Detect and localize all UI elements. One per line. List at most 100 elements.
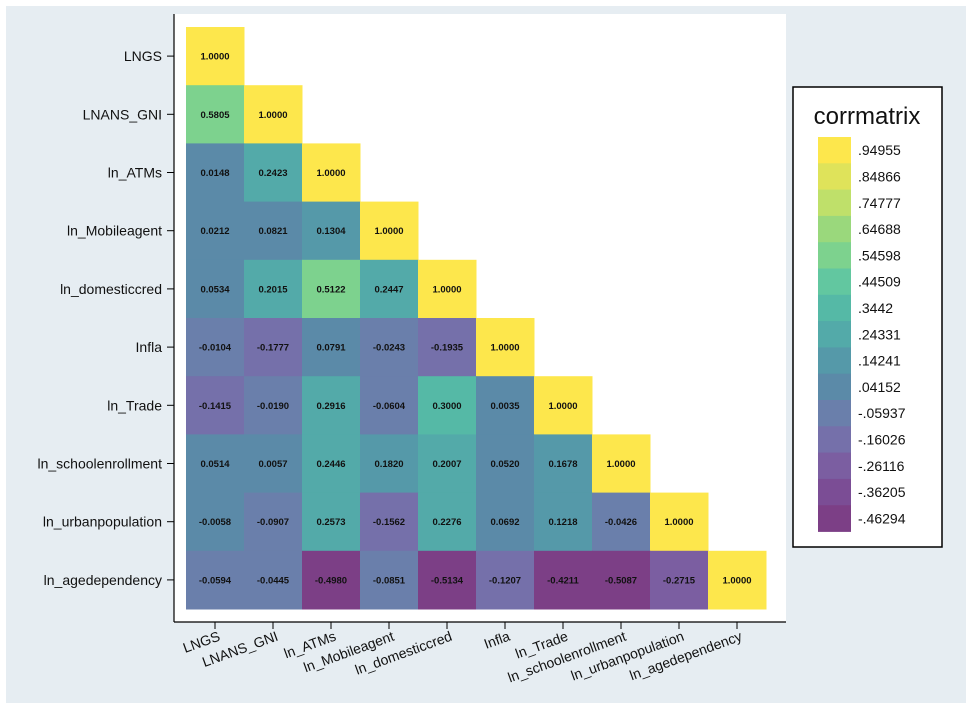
heatmap-cell-ln-domesticcred-ln-mobileagent <box>360 259 419 319</box>
heatmap-cell-ln-mobileagent-lngs <box>186 201 245 261</box>
cell-value-label: -0.0190 <box>257 401 289 412</box>
cell-value-label: -0.0851 <box>373 575 406 586</box>
cell-value-label: -0.5087 <box>605 575 637 586</box>
heatmap-cell-labels: 1.0000 0.5805 1.0000 0.0148 0.2423 1.0000 0.02… <box>199 52 752 587</box>
legend-swatch <box>818 373 851 401</box>
legend-swatch <box>818 505 851 532</box>
heatmap-cell-ln-domesticcred-lnans-gni <box>244 259 303 319</box>
cell-value-label: 0.0057 <box>258 459 287 470</box>
cell-value-label: 0.0520 <box>490 459 519 470</box>
heatmap-cell-ln-urbanpopulation-lnans-gni <box>244 492 303 552</box>
cell-value-label: -0.0058 <box>199 517 231 528</box>
cell-value-label: 0.3000 <box>432 401 461 412</box>
cell-value-label: 0.1304 <box>316 226 346 237</box>
y-tick-label-ln-atms: ln_ATMs <box>108 165 162 181</box>
cell-value-label: -0.0445 <box>257 575 290 586</box>
legend-label: .94955 <box>858 142 901 158</box>
heatmap-cell-ln-schoolenrollment-ln-domesticcred <box>418 434 477 494</box>
legend-label: -.05937 <box>858 405 906 421</box>
cell-value-label: 0.0148 <box>200 168 229 179</box>
cell-value-label: -0.0594 <box>199 575 232 586</box>
cell-value-label: -0.1562 <box>373 517 405 528</box>
cell-value-label: 1.0000 <box>548 401 577 412</box>
heatmap-cell-ln-trade-ln-atms <box>302 376 361 435</box>
heatmap-cell-ln-atms-lnans-gni <box>244 143 303 203</box>
cell-value-label: 1.0000 <box>606 459 635 470</box>
legend-swatch <box>818 268 851 296</box>
cell-value-label: 1.0000 <box>490 343 519 354</box>
heatmap-cell-ln-trade-ln-domesticcred <box>418 376 477 435</box>
cell-value-label: 0.2276 <box>432 517 461 528</box>
y-tick-label-lngs: LNGS <box>124 48 162 64</box>
heatmap-cell-ln-schoolenrollment-ln-schoolenrollment <box>592 434 651 494</box>
y-tick-label-ln-trade: ln_Trade <box>107 397 162 413</box>
cell-value-label: -0.0104 <box>199 343 232 354</box>
cell-value-label: 1.0000 <box>200 52 229 63</box>
legend-label: .54598 <box>858 247 901 263</box>
heatmap-cell-ln-agedependency-ln-agedependency <box>708 550 767 610</box>
heatmap-cell-ln-urbanpopulation-ln-mobileagent <box>360 492 419 552</box>
legend-label: -.16026 <box>858 431 906 447</box>
cell-value-label: 0.5122 <box>316 284 345 295</box>
heatmap-cell-ln-agedependency-ln-atms <box>302 550 361 610</box>
legend-label: .14241 <box>858 353 901 369</box>
y-tick-label-lnans-gni: LNANS_GNI <box>83 106 162 122</box>
legend-label: .44509 <box>858 274 901 290</box>
heatmap-cell-ln-trade-ln-trade <box>534 376 593 435</box>
heatmap-cell-ln-agedependency-ln-trade <box>534 550 593 610</box>
heatmap-cell-ln-urbanpopulation-ln-schoolenrollment <box>592 492 651 552</box>
cell-value-label: 0.2446 <box>316 459 345 470</box>
heatmap-cell-ln-schoolenrollment-ln-trade <box>534 434 593 494</box>
cell-value-label: 0.0514 <box>200 459 230 470</box>
cell-value-label: 1.0000 <box>722 575 751 586</box>
cell-value-label: 0.0821 <box>258 226 288 237</box>
legend: corrmatrix .94955 .84866 .74777 .64688 .5459… <box>792 86 943 548</box>
cell-value-label: 0.2916 <box>316 401 345 412</box>
heatmap-cell-ln-domesticcred-ln-domesticcred <box>418 259 477 319</box>
cell-value-label: -0.4211 <box>547 575 579 586</box>
cell-value-label: 0.2573 <box>316 517 345 528</box>
heatmap-cell-ln-atms-ln-atms <box>302 143 361 203</box>
heatmap-cell-ln-mobileagent-lnans-gni <box>244 201 303 261</box>
heatmap-cell-infla-ln-domesticcred <box>418 318 477 377</box>
legend-box <box>792 86 943 548</box>
heatmap-cell-ln-agedependency-ln-mobileagent <box>360 550 419 610</box>
y-tick-label-ln-agedependency: ln_agedependency <box>44 572 162 588</box>
heatmap-cell-ln-urbanpopulation-infla <box>476 492 535 552</box>
cell-value-label: 0.1820 <box>374 459 403 470</box>
heatmap-cell-ln-agedependency-lngs <box>186 550 245 610</box>
y-tick-label-infla: Infla <box>136 339 163 355</box>
cell-value-label: 1.0000 <box>664 517 693 528</box>
legend-swatch <box>818 242 851 269</box>
heatmap-cell-ln-trade-infla <box>476 376 535 435</box>
heatmap-cell-ln-urbanpopulation-ln-trade <box>534 492 593 552</box>
y-tick-label-ln-schoolenrollment: ln_schoolenrollment <box>37 456 162 472</box>
cell-value-label: -0.4980 <box>315 575 347 586</box>
cell-value-label: 1.0000 <box>258 110 287 121</box>
legend-label: .24331 <box>858 326 901 342</box>
x-tick-label-infla: Infla <box>482 628 513 652</box>
legend-label: .3442 <box>858 300 893 316</box>
heatmap-cell-ln-domesticcred-ln-atms <box>302 259 361 319</box>
heatmap-cell-ln-schoolenrollment-lngs <box>186 434 245 494</box>
heatmap-cell-ln-domesticcred-lngs <box>186 259 245 319</box>
legend-label: .04152 <box>858 379 901 395</box>
heatmap-cell-ln-schoolenrollment-lnans-gni <box>244 434 303 494</box>
legend-label: .64688 <box>858 221 901 237</box>
heatmap-cell-ln-agedependency-ln-domesticcred <box>418 550 477 610</box>
cell-value-label: 0.0534 <box>200 284 230 295</box>
y-tick-label-ln-urbanpopulation: ln_urbanpopulation <box>43 514 162 530</box>
heatmap-cell-ln-agedependency-infla <box>476 550 535 610</box>
legend-swatch <box>818 294 851 322</box>
cell-value-label: 0.0791 <box>316 343 346 354</box>
legend-swatch <box>818 321 851 348</box>
legend-swatch <box>818 189 851 217</box>
legend-swatch <box>818 452 851 480</box>
heatmap-cell-ln-agedependency-lnans-gni <box>244 550 303 610</box>
legend-label: -.46294 <box>858 510 906 526</box>
cell-value-label: -0.2715 <box>663 575 696 586</box>
legend-label: .84866 <box>858 168 901 184</box>
heatmap-cell-infla-ln-atms <box>302 318 361 377</box>
